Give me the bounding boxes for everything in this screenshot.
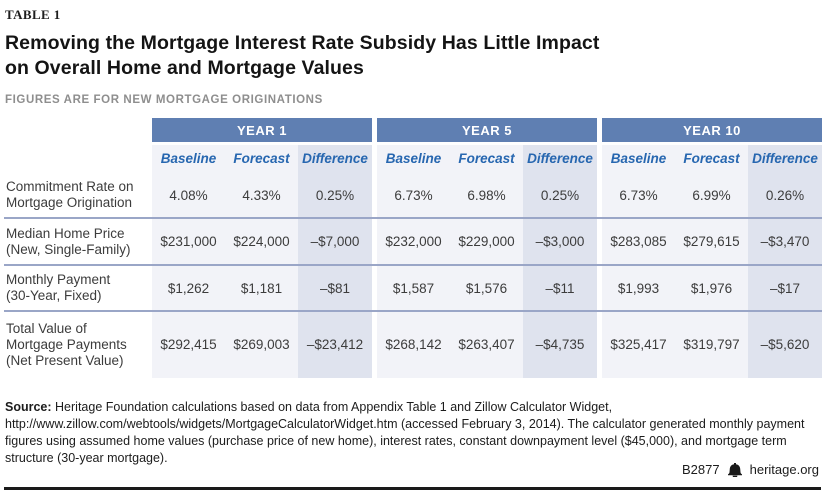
year1-header: YEAR 1 (152, 118, 372, 143)
row-label: Commitment Rate on Mortgage Origination (4, 172, 152, 219)
table-cell: 4.08% (152, 172, 225, 219)
subheader-spacer (4, 145, 152, 173)
column-header-difference: Difference (748, 145, 822, 173)
table-cell: –$7,000 (298, 218, 372, 266)
table-cell: $283,085 (602, 218, 675, 266)
table-cell: $229,000 (450, 218, 523, 266)
table-number-label: TABLE 1 (5, 7, 61, 22)
report-id: B2877 (682, 462, 720, 477)
table-cell: $232,000 (377, 218, 450, 266)
row-label: Median Home Price (New, Single-Family) (4, 218, 152, 266)
table-cell: $1,976 (675, 265, 748, 312)
table-cell: –$81 (298, 265, 372, 312)
table-cell: $1,262 (152, 265, 225, 312)
year5-header: YEAR 5 (377, 118, 597, 143)
table-cell: 0.26% (748, 172, 822, 219)
table-cell: –$17 (748, 265, 822, 312)
table-cell: –$5,620 (748, 311, 822, 379)
column-header-forecast: Forecast (225, 145, 298, 173)
table-cell: –$4,735 (523, 311, 597, 379)
column-header-difference: Difference (523, 145, 597, 173)
source-label: Source: (5, 400, 52, 415)
source-text: Heritage Foundation calculations based o… (5, 400, 805, 466)
row-label: Total Value of Mortgage Payments (Net Pr… (4, 311, 152, 379)
table-cell: 0.25% (523, 172, 597, 219)
bottom-rule (4, 487, 821, 490)
table-cell: $263,407 (450, 311, 523, 379)
column-header-baseline: Baseline (152, 145, 225, 173)
column-header-baseline: Baseline (377, 145, 450, 173)
page-title: Removing the Mortgage Interest Rate Subs… (5, 32, 600, 79)
table-subtitle: FIGURES ARE FOR NEW MORTGAGE ORIGINATION… (5, 94, 323, 107)
table-cell: $224,000 (225, 218, 298, 266)
table-cell: 6.98% (450, 172, 523, 219)
table-cell: $279,615 (675, 218, 748, 266)
table-cell: $269,003 (225, 311, 298, 379)
data-table: YEAR 1 YEAR 5 YEAR 10 Baseline Forecast … (4, 118, 822, 379)
footer: B2877 heritage.org (682, 462, 819, 477)
table-cell: 0.25% (298, 172, 372, 219)
table-cell: –$3,470 (748, 218, 822, 266)
row-divider (4, 264, 822, 267)
table-cell: $292,415 (152, 311, 225, 379)
table-cell: 6.99% (675, 172, 748, 219)
table-cell: $1,576 (450, 265, 523, 312)
column-header-difference: Difference (298, 145, 372, 173)
column-header-forecast: Forecast (675, 145, 748, 173)
table-cell: $1,993 (602, 265, 675, 312)
table-cell: 4.33% (225, 172, 298, 219)
row-divider (4, 310, 822, 313)
table-cell: $319,797 (675, 311, 748, 379)
heritage-bell-logo-icon (727, 462, 743, 477)
year10-header: YEAR 10 (602, 118, 822, 143)
table-cell: –$11 (523, 265, 597, 312)
table-cell: $231,000 (152, 218, 225, 266)
table-cell: $325,417 (602, 311, 675, 379)
table-cell: –$3,000 (523, 218, 597, 266)
column-header-baseline: Baseline (602, 145, 675, 173)
table-cell: 6.73% (377, 172, 450, 219)
table-cell: $1,587 (377, 265, 450, 312)
site-name: heritage.org (749, 462, 819, 477)
source-note: Source: Heritage Foundation calculations… (5, 399, 823, 467)
table-cell: $268,142 (377, 311, 450, 379)
row-label: Monthly Payment (30-Year, Fixed) (4, 265, 152, 312)
table-cell: –$23,412 (298, 311, 372, 379)
table-cell: 6.73% (602, 172, 675, 219)
column-header-forecast: Forecast (450, 145, 523, 173)
table-cell: $1,181 (225, 265, 298, 312)
row-divider (4, 217, 822, 220)
